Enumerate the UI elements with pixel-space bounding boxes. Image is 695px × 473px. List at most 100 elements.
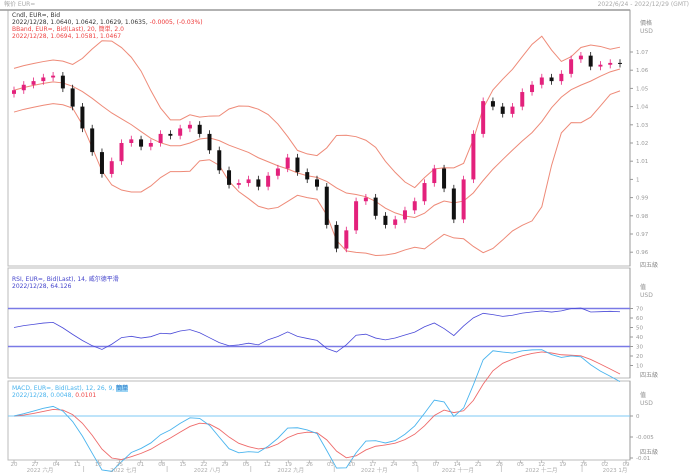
candle-body	[99, 152, 104, 174]
candle-body	[471, 133, 476, 180]
candle-body	[41, 77, 46, 82]
candle-body	[422, 183, 427, 202]
candle-body	[442, 168, 447, 189]
candle-body	[12, 90, 16, 94]
candle-body	[373, 197, 378, 216]
macd-axis-unit: USD	[640, 400, 653, 407]
rsi-tick-label: 40	[636, 335, 643, 341]
candle-body	[324, 186, 329, 225]
bband-upper	[13, 35, 621, 189]
candle-body	[246, 179, 251, 184]
candle-body	[588, 55, 593, 67]
candle-body	[295, 157, 300, 173]
candle-body	[285, 157, 290, 169]
candle-body	[334, 224, 339, 249]
x-day-label: 14	[454, 462, 461, 468]
candle-body	[383, 215, 388, 225]
macd-value: 2022/12/28, 0.0048,	[12, 392, 74, 399]
candle-body	[139, 139, 144, 147]
bband-middle	[13, 68, 621, 218]
price-tick-label: 0.98	[636, 214, 649, 220]
candle-body	[539, 77, 544, 85]
rsi-tick-label: 60	[636, 316, 643, 322]
x-day-label: 19	[559, 462, 566, 468]
x-month-label: 2022 十一月	[442, 466, 474, 473]
x-day-label: 09	[623, 462, 630, 468]
x-day-label: 29	[222, 462, 229, 468]
candle-body	[530, 84, 535, 93]
x-day-label: 18	[95, 462, 102, 468]
candle-body	[51, 75, 56, 78]
candle-body	[393, 219, 398, 225]
rsi-tick-label: 10	[636, 364, 643, 370]
candle-body	[129, 139, 134, 143]
bband-values: 2022/12/28, 1.0694, 1.0581, 1.0467	[12, 33, 122, 40]
source-label: 報价 EUR=	[4, 1, 36, 8]
candle-body	[80, 106, 85, 129]
price-tick-label: 1.01	[636, 159, 648, 165]
price-tick-label: 1.07	[636, 50, 649, 56]
rsi-axis-scale[interactable]: 四五級	[640, 372, 659, 379]
candle-body	[178, 128, 183, 136]
candle-body	[520, 92, 525, 107]
bband-lower	[13, 90, 621, 257]
candle-body	[598, 64, 603, 67]
macd-tick-label: 0	[636, 414, 640, 420]
candle-body	[158, 133, 163, 143]
price-legend-ohlc: 2022/12/28, 1.0640, 1.0642, 1.0629, 1.06…	[12, 19, 203, 26]
candle-body	[148, 143, 153, 147]
candle-body	[461, 179, 466, 220]
x-day-label: 08	[158, 462, 165, 468]
rsi-tick-label: 50	[636, 326, 643, 332]
candle-body	[618, 62, 622, 64]
x-day-label: 22	[200, 462, 207, 468]
x-day-label: 10	[348, 462, 355, 468]
candle-body	[344, 230, 349, 249]
x-day-label: 24	[390, 462, 397, 468]
x-month-label: 2022 九月	[277, 466, 304, 473]
macd-axis-title: 值	[640, 392, 647, 399]
price-axis-unit: USD	[640, 28, 653, 35]
candle-body	[510, 106, 515, 114]
ohlc-values: 2022/12/28, 1.0640, 1.0642, 1.0629, 1.06…	[12, 19, 148, 26]
price-tick-label: 0.97	[636, 232, 649, 238]
candle-body	[432, 168, 437, 184]
candle-body	[490, 101, 495, 107]
rsi-values: 2022/12/28, 64.126	[12, 283, 72, 290]
candle-body	[500, 106, 505, 114]
candle-body	[451, 188, 456, 220]
rsi-tick-label: 20	[636, 354, 643, 360]
macd-line	[13, 349, 621, 472]
macd-values: 2022/12/28, 0.0048, 0.0101	[12, 392, 96, 399]
x-day-label: 02	[601, 462, 608, 468]
candle-body	[21, 84, 26, 91]
x-day-label: 20	[11, 462, 18, 468]
candle-body	[227, 170, 232, 185]
candle-body	[305, 172, 310, 180]
candle-body	[412, 201, 417, 211]
candle-body	[60, 75, 65, 89]
price-tick-label: 1.06	[636, 68, 649, 74]
macd-axis-scale[interactable]: 四五級	[640, 449, 659, 456]
macd-tick-label: -0.01	[636, 456, 650, 462]
bband-legend: BBand, EUR=, Bid(Last), 20, 簡単, 2.0	[12, 26, 124, 33]
price-tick-label: 1.05	[636, 86, 649, 92]
rsi-axis-unit: USD	[640, 292, 653, 299]
x-day-label: 12	[264, 462, 271, 468]
macd-legend-highlight: 簡単	[116, 385, 129, 392]
date-range: 2022/6/24 - 2022/12/29 (GMT)	[597, 1, 689, 8]
candle-body	[31, 81, 36, 85]
rsi-tick-label: 70	[636, 307, 643, 313]
x-day-label: 25	[116, 462, 123, 468]
x-day-label: 04	[53, 462, 60, 468]
x-day-label: 19	[285, 462, 292, 468]
x-day-label: 12	[538, 462, 545, 468]
x-day-label: 17	[369, 462, 376, 468]
price-tick-label: 0.99	[636, 196, 649, 202]
price-axis-scale[interactable]: 四五級	[640, 262, 659, 269]
signal-value: 0.0101	[75, 392, 97, 399]
rsi-tick-label: 30	[636, 345, 643, 351]
candle-body	[70, 88, 75, 107]
x-day-label: 11	[74, 462, 81, 468]
